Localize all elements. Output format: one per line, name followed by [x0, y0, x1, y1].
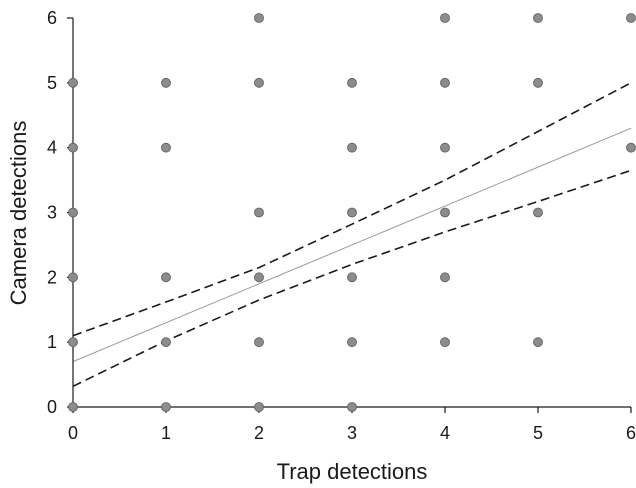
data-point: [347, 77, 357, 88]
data-point: [533, 337, 543, 348]
data-point: [161, 337, 171, 348]
data-point: [347, 272, 357, 283]
y-tick-label: 1: [47, 332, 57, 352]
data-point: [626, 142, 636, 153]
data-point: [347, 337, 357, 348]
data-point: [347, 207, 357, 218]
x-tick-label: 0: [68, 423, 78, 443]
data-point: [161, 272, 171, 283]
data-point: [68, 272, 78, 283]
data-point: [68, 142, 78, 153]
data-point: [440, 272, 450, 283]
data-point: [254, 77, 264, 88]
data-point: [161, 77, 171, 88]
y-tick-label: 2: [47, 267, 57, 287]
x-tick-label: 2: [254, 423, 264, 443]
y-tick-label: 0: [47, 397, 57, 417]
x-axis-label: Trap detections: [277, 459, 428, 484]
data-point: [347, 402, 357, 412]
x-tick-label: 5: [533, 423, 543, 443]
data-points: [68, 13, 636, 412]
data-point: [161, 142, 171, 153]
data-point: [161, 402, 171, 412]
axes: 0 1 2 3 4 5 6 0 1 2 3 4 5 6: [47, 8, 636, 443]
data-point: [347, 142, 357, 153]
data-point: [254, 207, 264, 218]
data-point: [254, 272, 264, 283]
data-point: [68, 207, 78, 218]
regression-fit: [72, 127, 632, 363]
x-tick-label: 1: [161, 423, 171, 443]
y-tick-label: 3: [47, 203, 57, 223]
y-tick-label: 4: [47, 138, 57, 158]
x-tick-label: 6: [626, 423, 636, 443]
data-point: [68, 337, 78, 348]
x-tick-label: 4: [440, 423, 450, 443]
data-point: [254, 402, 264, 412]
data-point: [440, 207, 450, 218]
data-point: [440, 13, 450, 23]
y-tick-label: 5: [47, 73, 57, 93]
y-tick-label: 6: [47, 8, 57, 28]
data-point: [533, 13, 543, 23]
data-point: [254, 13, 264, 23]
data-point: [440, 142, 450, 153]
y-axis-label: Camera detections: [6, 121, 31, 306]
fit-line: [72, 127, 632, 363]
data-point: [440, 337, 450, 348]
data-point: [533, 77, 543, 88]
data-point: [68, 77, 78, 88]
data-point: [68, 402, 78, 412]
data-point: [254, 337, 264, 348]
data-point: [626, 13, 636, 23]
x-tick-label: 3: [347, 423, 357, 443]
data-point: [440, 77, 450, 88]
data-point: [533, 207, 543, 218]
ci-upper-line: [72, 82, 632, 337]
